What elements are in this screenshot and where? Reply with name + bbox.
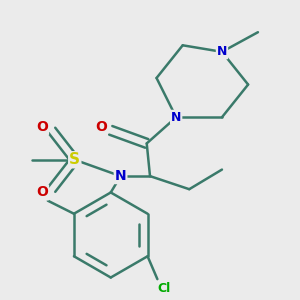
Text: N: N: [171, 111, 181, 124]
Text: S: S: [69, 152, 80, 167]
Text: O: O: [36, 120, 48, 134]
Text: Cl: Cl: [157, 283, 171, 296]
Text: O: O: [36, 185, 48, 200]
Text: N: N: [217, 45, 227, 58]
Text: O: O: [95, 120, 107, 134]
Text: N: N: [115, 169, 126, 183]
